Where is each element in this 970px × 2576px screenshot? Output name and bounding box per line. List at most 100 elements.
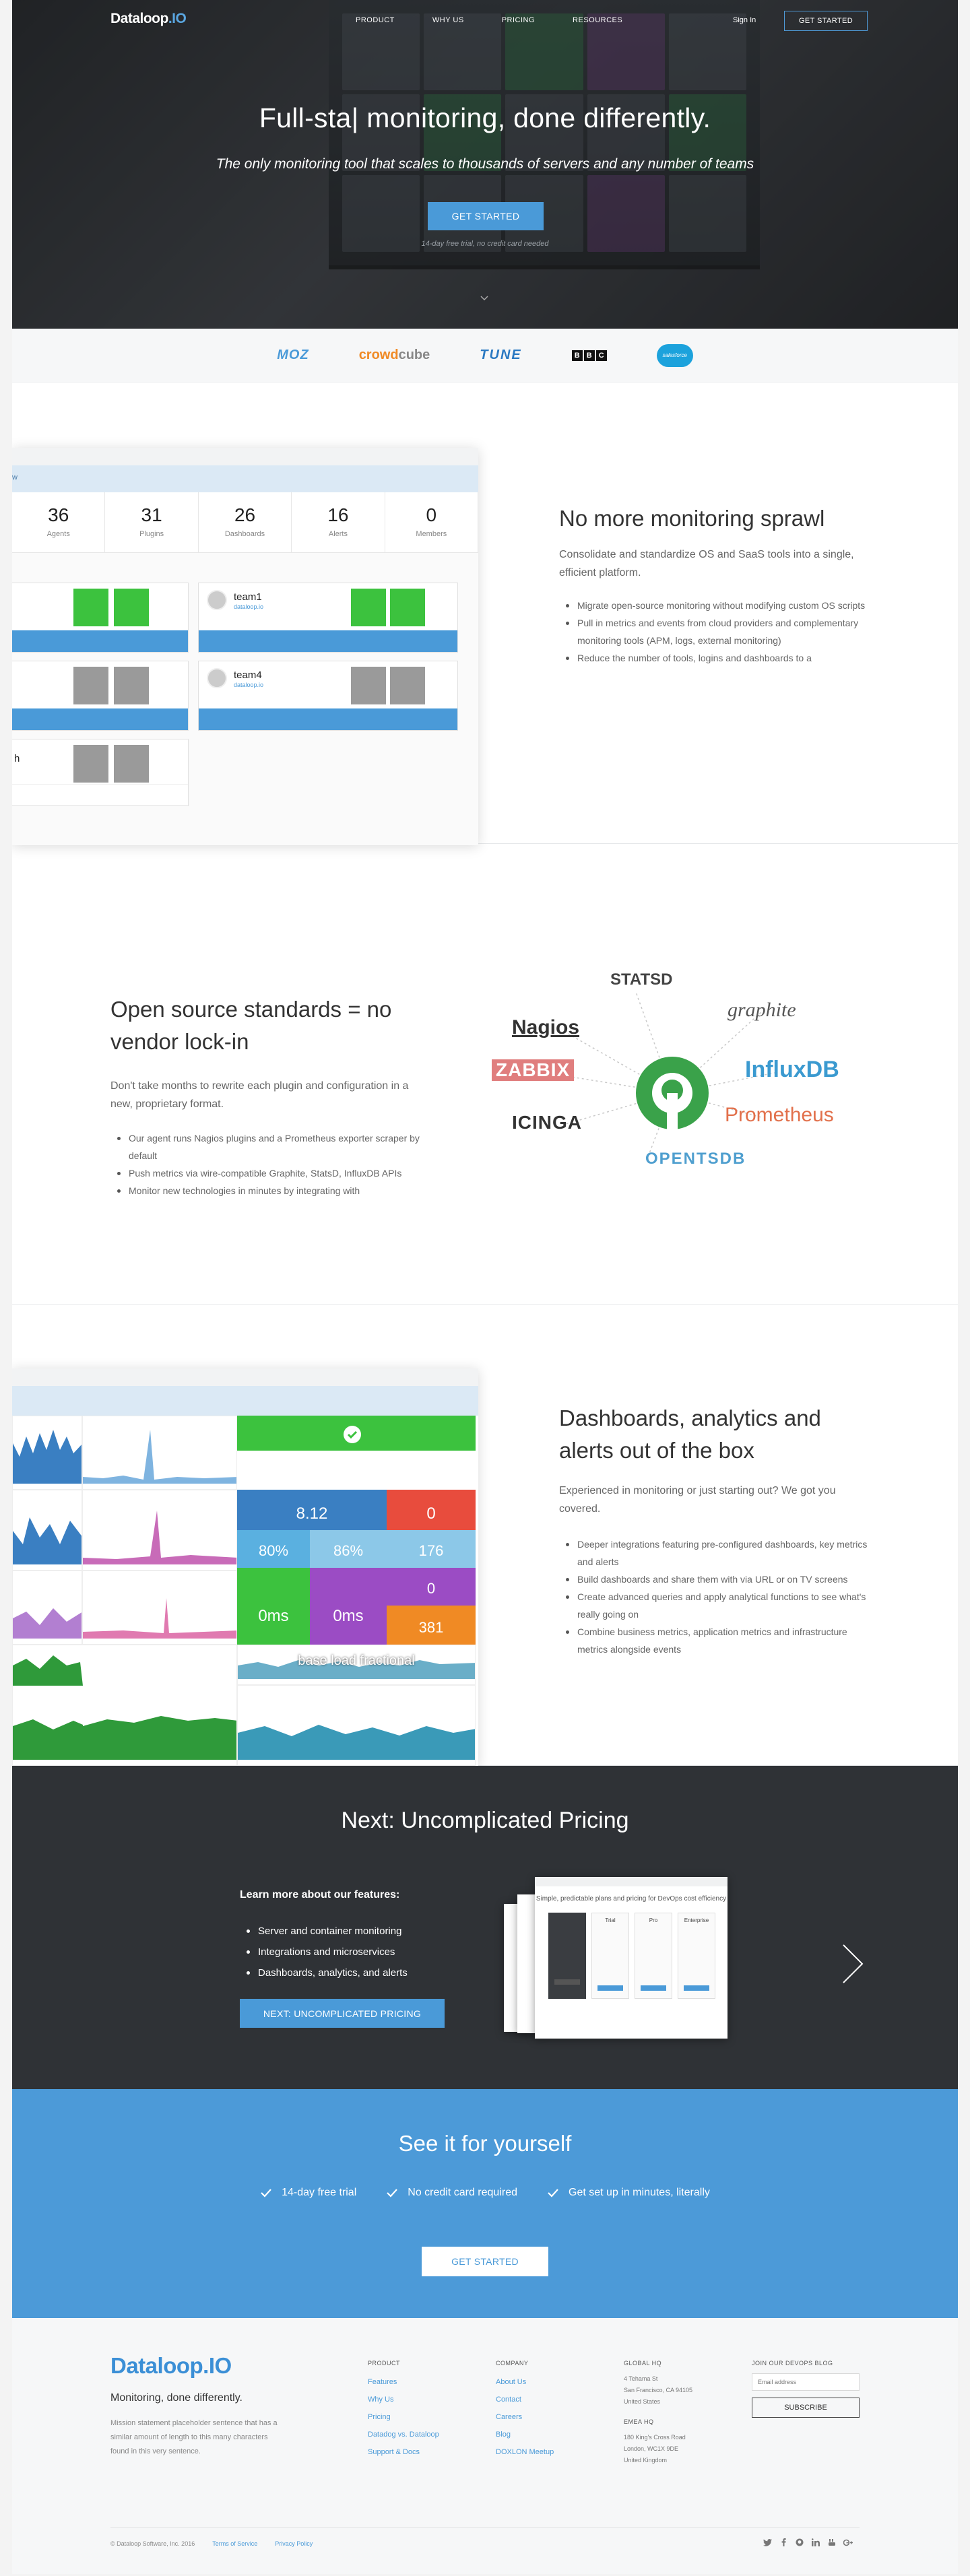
nav-pricing[interactable]: PRICING: [501, 16, 536, 24]
stat-agents: 36 Agents: [12, 492, 106, 552]
learn-more-heading: Learn more about our features:: [240, 1889, 400, 1901]
server-status-tile: [237, 1416, 476, 1451]
pricing-page-preview[interactable]: Simple, predictable plans and pricing fo…: [504, 1877, 728, 2049]
page: Dataloop.IO PRODUCT WHY US PRICING RESOU…: [12, 0, 958, 2574]
nagios-logo: Nagios: [512, 1016, 580, 1038]
hero-subtitle: The only monitoring tool that scales to …: [216, 156, 754, 172]
nav-get-started-button[interactable]: GET STARTED: [784, 11, 868, 31]
see-it-section: See it for yourself 14-day free trial No…: [12, 2089, 958, 2318]
nav-product[interactable]: PRODUCT: [356, 16, 395, 24]
nav-resources[interactable]: RESOURCES: [573, 16, 623, 24]
memory-tile: 80%: [237, 1530, 310, 1568]
cpu-tile: 86%: [310, 1530, 387, 1568]
dataloop-ring-icon: [636, 1057, 709, 1133]
team-card[interactable]: [12, 583, 189, 653]
sprawl-title: No more monitoring sprawl: [559, 506, 825, 531]
footer-link[interactable]: Datadog vs. Dataloop: [368, 2431, 439, 2439]
preview-title: Simple, predictable plans and pricing fo…: [536, 1895, 727, 1903]
dash-title: Dashboards, analytics and alerts out of …: [559, 1406, 821, 1463]
google-plus-icon[interactable]: [843, 2538, 853, 2547]
team-card[interactable]: [12, 661, 189, 731]
plan-card: Enterprise: [678, 1913, 715, 1999]
avatar: [207, 590, 227, 610]
footer-link[interactable]: DOXLON Meetup: [496, 2448, 554, 2456]
footer-link[interactable]: Blog: [496, 2431, 511, 2439]
prometheus-logo: Prometheus: [725, 1104, 834, 1126]
list-item: Our agent runs Nagios plugins and a Prom…: [110, 1129, 420, 1164]
statsd-logo: STATSD: [610, 970, 673, 989]
band-get-started-button[interactable]: GET STARTED: [422, 2247, 548, 2276]
privacy-link[interactable]: Privacy Policy: [275, 2540, 313, 2547]
salesforce-logo: salesforce: [656, 343, 693, 367]
list-item: Pull in metrics and events from cloud pr…: [559, 614, 869, 649]
list-item: Reduce the number of tools, logins and d…: [559, 649, 869, 667]
dash-body: Experienced in monitoring or just starti…: [559, 1485, 836, 1515]
plan-card: [548, 1913, 586, 1999]
footer-newsletter-column: JOIN OUR DEVOPS BLOG SUBSCRIBE: [752, 2360, 860, 2418]
integrations-diagram: STATSD graphite Nagios ZABBIX InfluxDB I…: [492, 965, 869, 1208]
footer-link[interactable]: Features: [368, 2378, 397, 2386]
plan-card: Trial: [591, 1913, 629, 1999]
hero-section: Dataloop.IO PRODUCT WHY US PRICING RESOU…: [12, 0, 958, 329]
list-item: Server and container monitoring: [240, 1921, 408, 1942]
linkedin-icon[interactable]: [811, 2538, 820, 2547]
put-active-tile: 0: [387, 1568, 476, 1606]
nav-why-us[interactable]: WHY US: [432, 16, 464, 24]
zabbix-logo: ZABBIX: [492, 1059, 575, 1081]
main-nav: PRODUCT WHY US PRICING RESOURCES: [356, 16, 660, 24]
twitter-icon[interactable]: [763, 2538, 772, 2547]
stat-alerts: 16 Alerts: [292, 492, 385, 552]
social-links: [763, 2538, 853, 2547]
footer-mission: Mission statement placeholder sentence t…: [110, 2419, 278, 2455]
list-item: Migrate open-source monitoring without m…: [559, 597, 869, 614]
email-field[interactable]: [752, 2373, 860, 2391]
errors-tile: 0: [387, 1490, 476, 1530]
sprawl-bullets: Migrate open-source monitoring without m…: [559, 597, 869, 667]
list-item: Integrations and microservices: [240, 1942, 408, 1962]
footer-tagline: Monitoring, done differently.: [110, 2392, 243, 2404]
next-title: Next: Uncomplicated Pricing: [341, 1808, 629, 1833]
hero-get-started-button[interactable]: GET STARTED: [428, 202, 544, 230]
youtube-icon[interactable]: [827, 2538, 837, 2547]
panel-header: w: [12, 465, 478, 492]
facebook-icon[interactable]: [779, 2538, 788, 2547]
requests-tile: 176: [387, 1530, 476, 1568]
sign-in-link[interactable]: Sign In: [733, 16, 756, 24]
footer-link[interactable]: About Us: [496, 2378, 527, 2386]
tune-logo: TUNE: [480, 348, 522, 362]
team-card[interactable]: team4 dataloop.io: [198, 661, 458, 731]
oss-bullets: Our agent runs Nagios plugins and a Prom…: [110, 1129, 420, 1199]
benefit-item: No credit card required: [386, 2187, 517, 2199]
list-item: Create advanced queries and apply analyt…: [559, 1588, 869, 1623]
chevron-right-icon[interactable]: [841, 1942, 865, 1985]
oss-title: Open source standards = no vendor lock-i…: [110, 997, 392, 1054]
chevron-down-icon[interactable]: [480, 294, 489, 303]
benefits-list: 14-day free trial No credit card require…: [12, 2187, 958, 2199]
logo[interactable]: Dataloop.IO: [110, 11, 187, 26]
footer-link[interactable]: Careers: [496, 2413, 523, 2421]
band-title: See it for yourself: [398, 2131, 572, 2156]
hero-trial-note: 14-day free trial, no credit card needed: [421, 240, 549, 248]
footer-logo[interactable]: Dataloop.IO: [110, 2353, 232, 2378]
footer-link[interactable]: Pricing: [368, 2413, 391, 2421]
subscribe-button[interactable]: SUBSCRIBE: [752, 2398, 860, 2418]
team-card[interactable]: h: [12, 739, 189, 806]
next-pricing-section: Next: Uncomplicated Pricing Learn more a…: [12, 1766, 958, 2089]
footer-product-column: PRODUCT Features Why Us Pricing Datadog …: [368, 2360, 439, 2461]
dashboard-toolbar: [12, 1386, 478, 1416]
footer-link[interactable]: Support & Docs: [368, 2448, 420, 2456]
influxdb-logo: InfluxDB: [745, 1057, 839, 1082]
sprawl-section: w 36 Agents 31 Plugins 26 Dashboards 16 Aler…: [12, 383, 958, 845]
github-icon[interactable]: [795, 2538, 804, 2547]
dash-bullets: Deeper integrations featuring pre-config…: [559, 1535, 869, 1658]
next-pricing-button[interactable]: NEXT: UNCOMPLICATED PRICING: [240, 1999, 445, 2028]
opentsdb-logo: OPENTSDB: [645, 1150, 746, 1168]
footer-link[interactable]: Contact: [496, 2396, 521, 2404]
get-time-tile: 0ms: [237, 1568, 310, 1645]
put-time-tile: 0ms: [310, 1568, 387, 1645]
footer-link[interactable]: Why Us: [368, 2396, 394, 2404]
check-icon: [261, 2189, 271, 2198]
team-card[interactable]: team1 dataloop.io: [198, 583, 458, 653]
terms-link[interactable]: Terms of Service: [212, 2540, 258, 2547]
list-item: Dashboards, analytics, and alerts: [240, 1962, 408, 1983]
